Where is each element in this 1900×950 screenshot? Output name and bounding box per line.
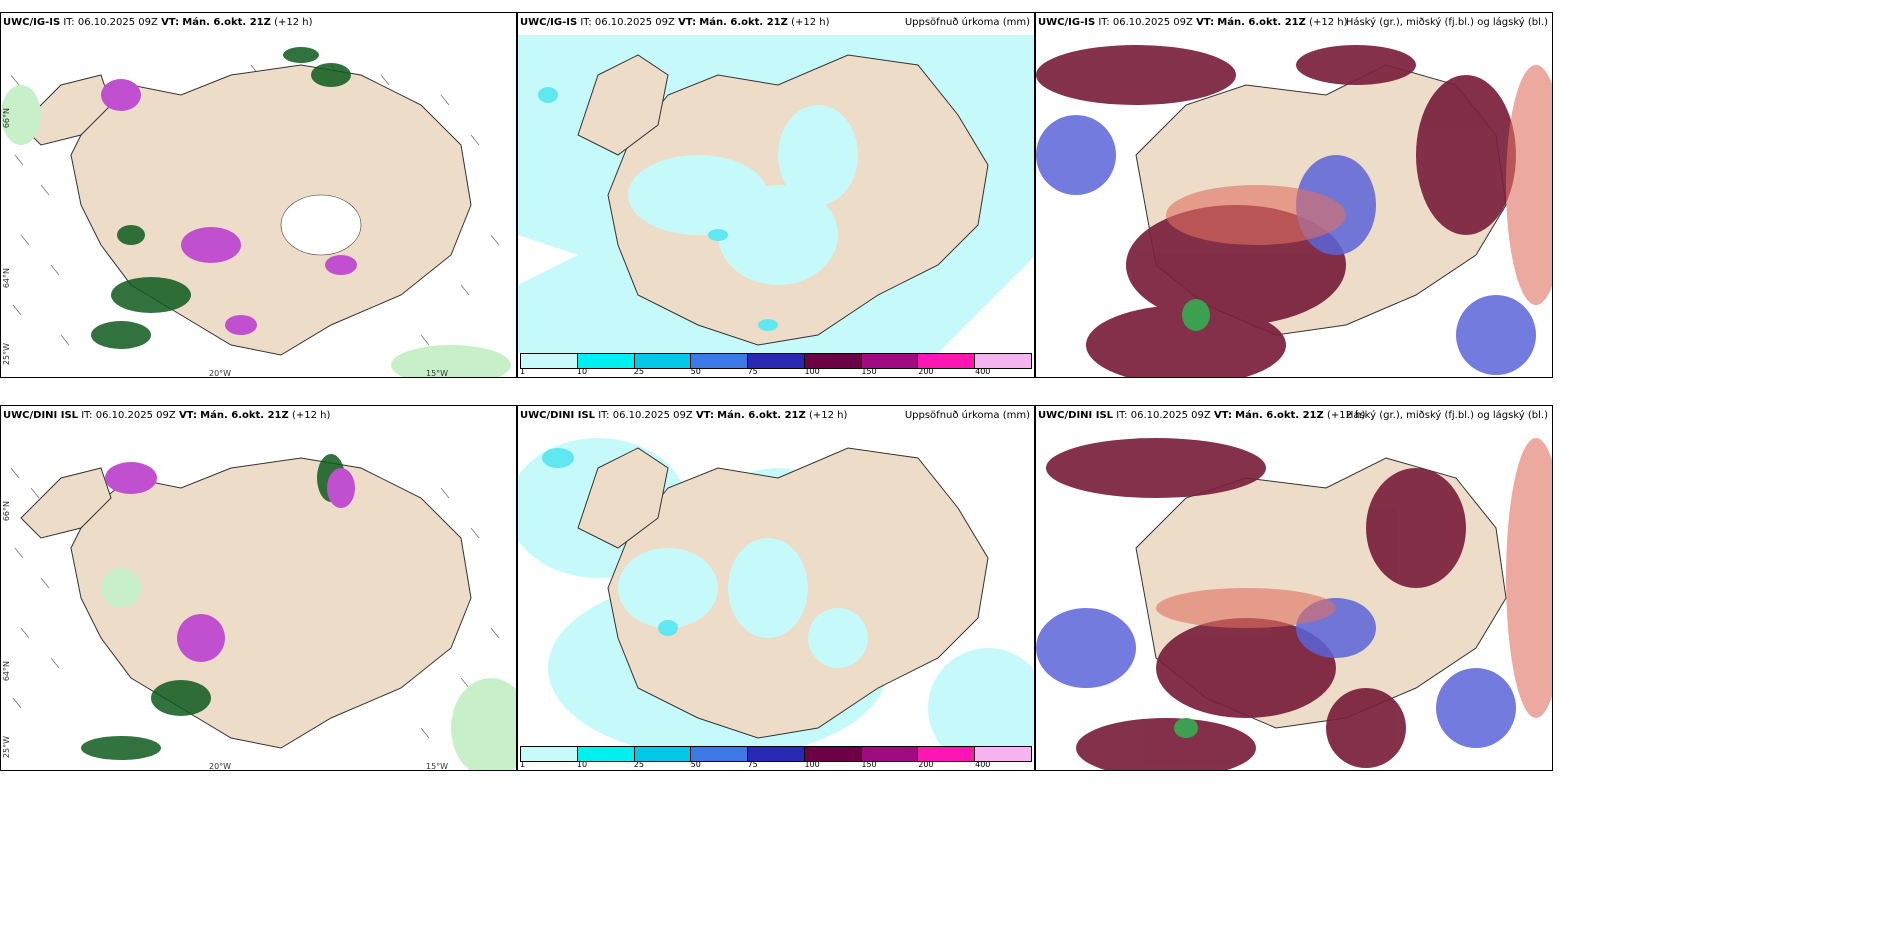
colorbar-label: 75 xyxy=(747,760,758,769)
panel-wind-row2: UWC/DINI ISL IT: 06.10.2025 09Z VT: Mán.… xyxy=(0,405,517,771)
colorbar-cell xyxy=(861,747,919,761)
panel-header: UWC/DINI ISL IT: 06.10.2025 09Z VT: Mán.… xyxy=(3,410,331,421)
colorbar-cell xyxy=(804,354,862,368)
panel-header: UWC/IG-IS IT: 06.10.2025 09Z VT: Mán. 6.… xyxy=(1038,17,1348,28)
colorbar-label: 75 xyxy=(747,367,758,376)
lat-label-64: 64°N xyxy=(2,268,11,289)
precip-colorbar: 1 10 25 50 75 100 150 200 400 xyxy=(518,351,1034,377)
cloud-title: Háský (gr.), miðský (fj.bl.) og lágský (… xyxy=(1345,410,1548,421)
lon-label-25: 25°W xyxy=(2,343,11,366)
colorbar-label: 10 xyxy=(576,760,588,769)
precip-colorbar: 1 10 25 50 75 100 150 200 400 xyxy=(518,744,1034,770)
colorbar-cell xyxy=(861,354,919,368)
cloud-map xyxy=(1036,35,1552,377)
colorbar-label: 25 xyxy=(633,760,644,769)
precip-green xyxy=(91,47,351,349)
colorbar-label: 400 xyxy=(975,367,991,376)
cloud-map xyxy=(1036,428,1552,770)
colorbar-cell xyxy=(521,354,578,368)
panel-header: UWC/IG-IS IT: 06.10.2025 09Z VT: Mán. 6.… xyxy=(520,17,830,28)
colorbar-cells xyxy=(520,353,1032,369)
colorbar-label: 50 xyxy=(690,760,701,769)
colorbar-cell xyxy=(634,747,692,761)
colorbar-label: 50 xyxy=(690,367,701,376)
colorbar-cell xyxy=(918,354,976,368)
lat-label-64: 64°N xyxy=(2,661,11,682)
colorbar-cell xyxy=(577,354,635,368)
colorbar-cell xyxy=(521,747,578,761)
colorbar-label: 400 xyxy=(975,760,991,769)
colorbar-label: 25 xyxy=(633,367,644,376)
colorbar-label: 10 xyxy=(576,367,588,376)
colorbar-cell xyxy=(748,747,805,761)
precip-title: Uppsöfnuð úrkoma (mm) xyxy=(904,17,1030,28)
lat-label-66: 66°N xyxy=(2,108,11,129)
colorbar-cell xyxy=(691,354,749,368)
precip-title: Uppsöfnuð úrkoma (mm) xyxy=(904,410,1030,421)
panel-precip-row2: UWC/DINI ISL IT: 06.10.2025 09Z VT: Mán.… xyxy=(517,405,1035,771)
colorbar-cell xyxy=(975,354,1032,368)
colorbar-label: 1 xyxy=(520,760,526,769)
panel-wind-row1: UWC/IG-IS IT: 06.10.2025 09Z VT: Mán. 6.… xyxy=(0,12,517,378)
colorbar-label: 200 xyxy=(918,760,934,769)
colorbar-cells xyxy=(520,746,1032,762)
wind-map xyxy=(1,35,516,377)
colorbar-label: 150 xyxy=(861,367,877,376)
colorbar-labels: 1 10 25 50 75 100 150 200 400 xyxy=(520,367,1032,377)
cloud-title: Háský (gr.), miðský (fj.bl.) og lágský (… xyxy=(1345,17,1548,28)
lon-label-20: 20°W xyxy=(209,369,232,378)
panel-header: UWC/DINI ISL IT: 06.10.2025 09Z VT: Mán.… xyxy=(520,410,848,421)
colorbar-cell xyxy=(691,747,749,761)
colorbar-cell xyxy=(577,747,635,761)
precip-map xyxy=(518,35,1034,353)
panel-cloud-row2: UWC/DINI ISL IT: 06.10.2025 09Z VT: Mán.… xyxy=(1035,405,1553,771)
lon-label-15: 15°W xyxy=(426,762,449,771)
colorbar-cell xyxy=(748,354,805,368)
colorbar-label: 150 xyxy=(861,760,877,769)
colorbar-cell xyxy=(634,354,692,368)
lon-label-25: 25°W xyxy=(2,736,11,759)
panel-header: UWC/IG-IS IT: 06.10.2025 09Z VT: Mán. 6.… xyxy=(3,17,313,28)
colorbar-label: 1 xyxy=(520,367,526,376)
panel-header: UWC/DINI ISL IT: 06.10.2025 09Z VT: Mán.… xyxy=(1038,410,1366,421)
colorbar-label: 100 xyxy=(804,760,820,769)
panel-cloud-row1: UWC/IG-IS IT: 06.10.2025 09Z VT: Mán. 6.… xyxy=(1035,12,1553,378)
lon-label-20: 20°W xyxy=(209,762,232,771)
colorbar-label: 100 xyxy=(804,367,820,376)
precip-purple xyxy=(101,79,357,335)
lon-label-15: 15°W xyxy=(426,369,449,378)
colorbar-cell xyxy=(804,747,862,761)
colorbar-labels: 1 10 25 50 75 100 150 200 400 xyxy=(520,760,1032,770)
lat-label-66: 66°N xyxy=(2,501,11,522)
colorbar-label: 200 xyxy=(918,367,934,376)
panel-precip-row1: UWC/IG-IS IT: 06.10.2025 09Z VT: Mán. 6.… xyxy=(517,12,1035,378)
colorbar-cell xyxy=(918,747,976,761)
iceland-land xyxy=(70,457,472,749)
colorbar-cell xyxy=(975,747,1032,761)
wind-map xyxy=(1,428,516,770)
precip-map xyxy=(518,428,1034,746)
